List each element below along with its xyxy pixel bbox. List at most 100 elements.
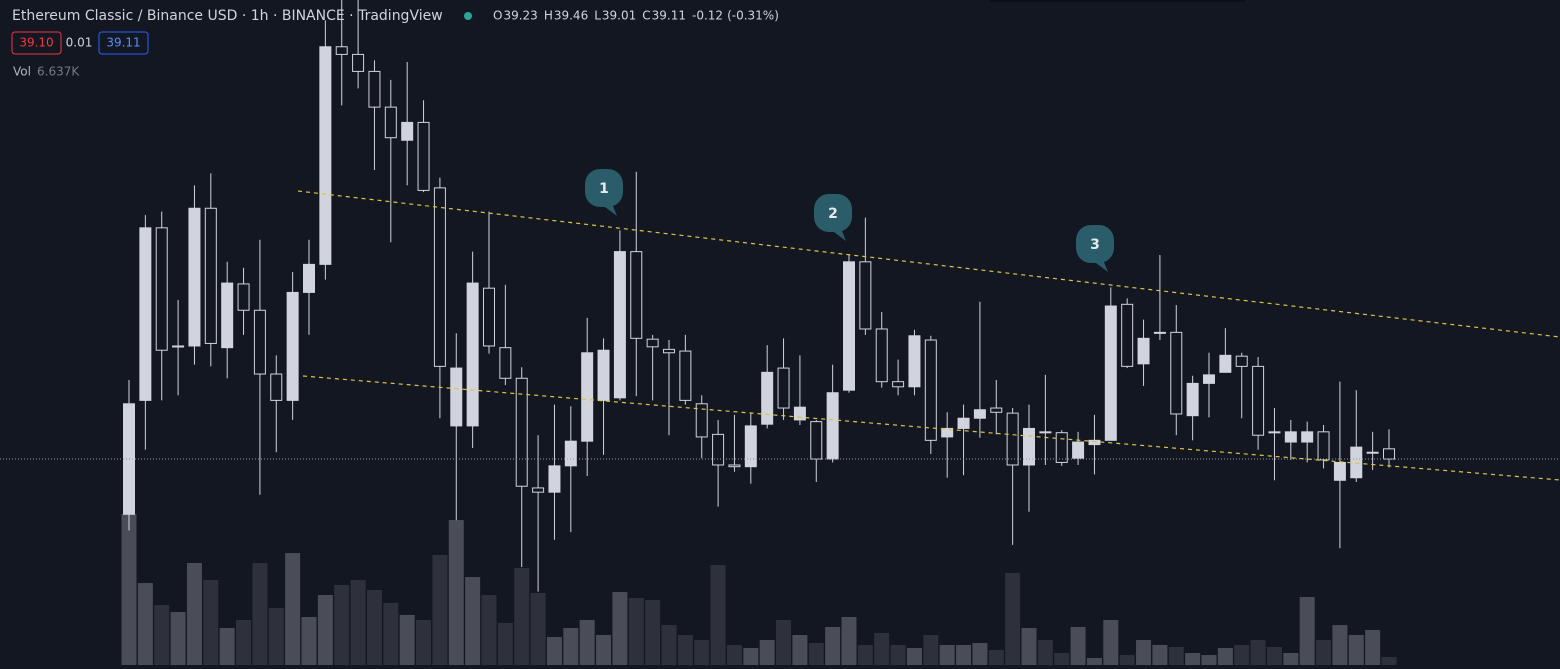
candle-body bbox=[1317, 431, 1330, 461]
trend-line-upper bbox=[297, 190, 1560, 338]
volume-bar bbox=[1316, 640, 1332, 665]
volume-bar bbox=[776, 620, 792, 665]
volume-bar bbox=[546, 637, 562, 665]
volume-bar bbox=[906, 647, 922, 665]
volume-bar bbox=[448, 520, 464, 665]
candle-body bbox=[908, 335, 921, 388]
volume-label: Vol bbox=[13, 65, 31, 79]
volume-bar bbox=[956, 644, 972, 665]
candle-body bbox=[843, 261, 855, 391]
volume-bar bbox=[1054, 653, 1070, 665]
ohlc-key: O bbox=[493, 9, 502, 23]
volume-bar bbox=[1152, 644, 1168, 665]
volume-bar bbox=[350, 580, 366, 665]
volume-bar bbox=[808, 643, 824, 665]
candle-body bbox=[417, 121, 430, 191]
candle-body bbox=[1186, 382, 1199, 417]
volume-bar bbox=[792, 635, 808, 665]
candle-body bbox=[810, 421, 823, 460]
candle-body bbox=[1121, 303, 1134, 367]
ask-box bbox=[98, 31, 149, 55]
volume-bar bbox=[988, 650, 1004, 665]
volume-bar bbox=[759, 640, 775, 665]
volume-bar bbox=[1185, 653, 1201, 665]
candle-body bbox=[532, 487, 545, 493]
annotations: 1 2 3 bbox=[585, 169, 1114, 272]
candle-body bbox=[1203, 374, 1215, 384]
volume-bar bbox=[1234, 644, 1250, 665]
volume-bar bbox=[154, 605, 170, 665]
volume-bar bbox=[1005, 572, 1021, 665]
volume-bar bbox=[972, 643, 988, 665]
volume-bar bbox=[726, 644, 742, 665]
volume-bar bbox=[857, 644, 873, 665]
annotation-label: 1 bbox=[599, 181, 609, 197]
candle-body bbox=[286, 291, 299, 401]
candle-body bbox=[581, 352, 594, 442]
volume-bar bbox=[579, 620, 595, 665]
candle-body bbox=[663, 348, 675, 354]
candle-body bbox=[433, 187, 446, 367]
volume-bar bbox=[677, 635, 693, 665]
status-dot bbox=[464, 12, 472, 20]
candle-body bbox=[319, 46, 332, 265]
annotation-bubble bbox=[814, 194, 852, 241]
candle-body bbox=[1055, 432, 1068, 463]
volume-bar bbox=[236, 620, 252, 665]
candle-body bbox=[483, 287, 495, 347]
volume-bar bbox=[1381, 657, 1397, 665]
candle-body bbox=[859, 261, 872, 330]
candle-body bbox=[892, 381, 905, 388]
volume-bar bbox=[252, 563, 268, 665]
volume-bar bbox=[1299, 596, 1315, 665]
trend-line-lower bbox=[302, 375, 1560, 481]
candle-body bbox=[139, 227, 152, 401]
candle-body bbox=[695, 403, 708, 438]
candle-body bbox=[630, 251, 643, 339]
candle-body bbox=[155, 227, 168, 351]
candle-body bbox=[875, 328, 888, 383]
volume-bar bbox=[285, 553, 301, 665]
volume-bar bbox=[694, 640, 710, 665]
volume-bar bbox=[841, 617, 857, 665]
volume-bar bbox=[530, 593, 546, 665]
candle-body bbox=[1235, 355, 1248, 367]
volume-bar bbox=[1037, 640, 1053, 665]
candle-body bbox=[1088, 439, 1101, 446]
candle-body bbox=[941, 427, 954, 438]
candle-body bbox=[793, 406, 806, 421]
volume-bar bbox=[1119, 655, 1135, 665]
candle-body bbox=[826, 392, 839, 460]
candle-body bbox=[613, 251, 626, 399]
ohlc-key: L bbox=[594, 9, 601, 23]
ohlc-value: 39.01 bbox=[602, 9, 636, 23]
volume-bar bbox=[596, 635, 612, 665]
candle-body bbox=[990, 407, 1003, 413]
volume-bar bbox=[710, 565, 726, 665]
volume-bar bbox=[612, 592, 628, 665]
candle-body bbox=[335, 46, 348, 55]
volume-bar bbox=[563, 628, 579, 665]
candle-body bbox=[172, 345, 185, 348]
volume-bar bbox=[1348, 635, 1364, 665]
annotation-bubble bbox=[1076, 225, 1114, 272]
volume-bar bbox=[219, 628, 235, 665]
ohlc-key: H bbox=[544, 9, 553, 23]
volume-bar bbox=[416, 620, 432, 665]
volume-bar bbox=[1365, 629, 1381, 665]
volume-bar bbox=[497, 623, 513, 665]
candle-body bbox=[466, 282, 479, 427]
legend-header: Ethereum Classic / Binance USD · 1h · BI… bbox=[11, 8, 779, 79]
candle-body bbox=[270, 373, 283, 401]
candle-body bbox=[401, 121, 414, 141]
price-layer bbox=[0, 0, 1560, 592]
volume-bar bbox=[1168, 647, 1184, 665]
candle-body bbox=[1366, 451, 1379, 454]
volume-bar bbox=[137, 583, 153, 665]
volume-bar bbox=[399, 614, 415, 665]
bid: 39.10 bbox=[19, 36, 53, 50]
volume-bar bbox=[481, 595, 497, 665]
candle-body bbox=[973, 409, 986, 419]
